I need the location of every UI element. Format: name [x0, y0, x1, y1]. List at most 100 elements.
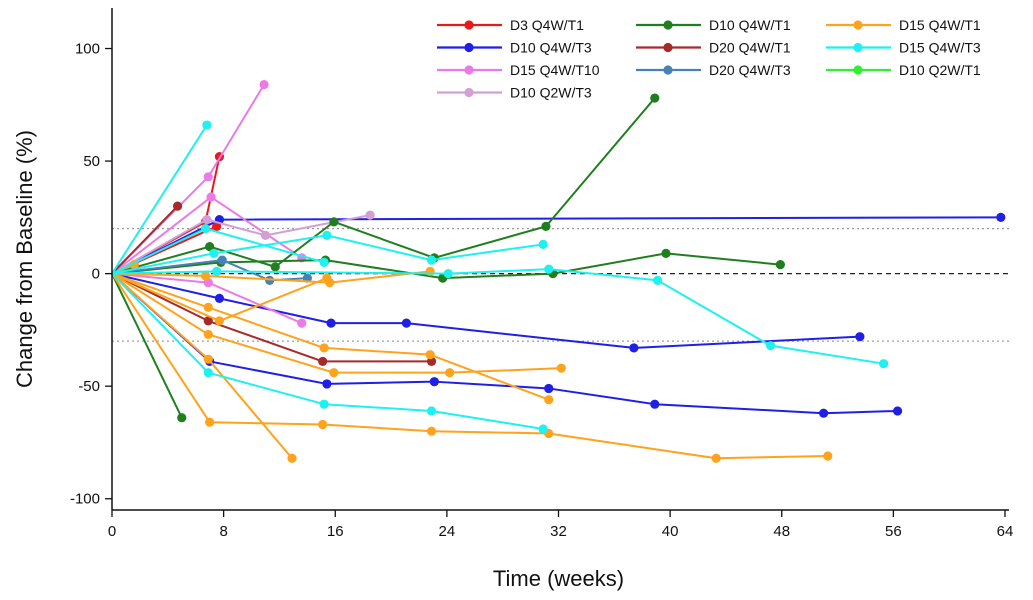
data-point: [172, 201, 183, 211]
data-point: [202, 215, 212, 225]
x-tick-label: 0: [108, 523, 116, 540]
legend-swatch-marker: [464, 87, 474, 98]
series-line: [111, 272, 548, 434]
data-point: [200, 271, 211, 281]
data-point: [425, 266, 435, 276]
series-line: [111, 120, 212, 275]
data-point: [661, 248, 671, 258]
legend-item: D10 Q4W/T3: [437, 40, 592, 56]
legend-label: D15 Q4W/T10: [510, 62, 600, 78]
x-ticks: 0 8 16 24 32 40 48 56 64: [108, 510, 1014, 540]
data-point: [544, 395, 554, 405]
data-point: [319, 399, 329, 409]
series-line: [111, 272, 903, 418]
series-line: [111, 201, 183, 275]
data-point: [329, 217, 339, 227]
legend-item: D10 Q4W/T1: [636, 17, 791, 33]
legend-item: D15 Q4W/T3: [826, 40, 981, 56]
data-point: [260, 230, 271, 240]
data-point: [765, 341, 776, 351]
data-point: [200, 224, 211, 234]
x-tick-label: 64: [997, 523, 1014, 540]
data-point: [711, 453, 721, 463]
legend-label: D3 Q4W/T1: [510, 17, 584, 33]
data-point: [205, 242, 215, 252]
legend-item: D3 Q4W/T1: [437, 17, 584, 33]
data-point: [203, 316, 213, 326]
data-point: [329, 368, 339, 378]
data-point: [270, 262, 280, 272]
series-path: [111, 84, 265, 275]
legend-swatch-marker: [853, 20, 863, 30]
data-point: [650, 399, 660, 409]
legend-item: D10 Q2W/T1: [826, 62, 981, 78]
series-path: [111, 272, 550, 401]
series-line: [111, 224, 329, 275]
legend-swatch-marker: [853, 42, 863, 53]
data-point: [265, 275, 275, 285]
data-point: [203, 329, 213, 340]
series-line: [111, 272, 554, 405]
data-point: [365, 210, 375, 220]
series-path: [111, 273, 183, 419]
legend-label: D10 Q4W/T3: [510, 40, 592, 56]
data-point: [203, 354, 213, 364]
x-tick-label: 56: [885, 523, 902, 540]
data-point: [319, 257, 329, 267]
legend-item: D15 Q4W/T10: [437, 62, 600, 78]
series-line: [111, 273, 833, 463]
data-point: [319, 343, 329, 353]
data-point: [322, 379, 332, 389]
data-point: [819, 408, 829, 418]
data-point: [443, 269, 453, 279]
data-point: [203, 368, 213, 378]
legend-swatch-marker: [464, 65, 474, 75]
data-point: [322, 273, 332, 283]
series-path: [111, 270, 431, 284]
data-point: [426, 255, 437, 265]
legend-label: D15 Q4W/T1: [899, 17, 981, 33]
series-line: [111, 272, 307, 328]
y-tick-label: -100: [70, 491, 100, 508]
y-axis-title: Change from Baseline (%): [12, 130, 37, 388]
x-tick-label: 48: [773, 523, 790, 540]
data-point: [297, 318, 307, 328]
legend-label: D15 Q4W/T3: [899, 40, 981, 56]
series-line: [111, 272, 865, 353]
series-line: [111, 230, 548, 275]
series-line: [111, 210, 375, 275]
legend-swatch-marker: [663, 42, 673, 53]
series-layer: [111, 79, 1006, 463]
data-point: [318, 356, 328, 367]
legend-item: D20 Q4W/T1: [636, 40, 791, 56]
x-axis-title: Time (weeks): [493, 566, 624, 591]
series-path: [111, 268, 884, 365]
legend-label: D20 Q4W/T3: [709, 62, 791, 78]
legend-label: D10 Q2W/T1: [899, 62, 981, 78]
data-point: [429, 377, 439, 387]
series-line: [111, 93, 660, 275]
data-point: [823, 451, 833, 461]
data-point: [217, 255, 227, 265]
legend-swatch-marker: [663, 20, 673, 30]
data-point: [445, 368, 455, 378]
legend: D3 Q4W/T1 D10 Q4W/T3 D15 Q4W/T10 D10 Q2W/T3…: [437, 17, 981, 101]
x-tick-label: 24: [439, 523, 456, 540]
x-tick-label: 40: [662, 523, 679, 540]
series-line: [111, 273, 187, 423]
data-point: [879, 359, 889, 369]
data-point: [652, 275, 663, 285]
legend-item: D20 Q4W/T3: [636, 62, 791, 78]
series-path: [111, 97, 656, 275]
series-path: [111, 272, 860, 349]
y-ticks: -100 -50 0 50 100: [70, 41, 112, 508]
data-point: [209, 248, 219, 258]
series-path: [111, 205, 179, 275]
data-point: [650, 93, 660, 103]
series-path: [111, 216, 1001, 275]
series-line: [111, 272, 297, 463]
data-point: [541, 221, 551, 231]
legend-label: D10 Q2W/T3: [510, 85, 592, 101]
x-tick-label: 32: [550, 523, 567, 540]
